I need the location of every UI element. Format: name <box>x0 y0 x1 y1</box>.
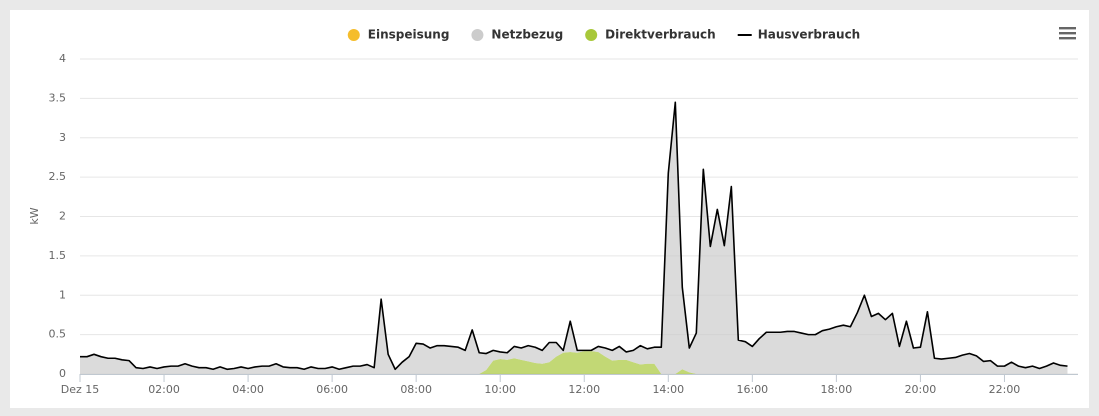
y-tick-label: 0.5 <box>49 328 67 341</box>
x-tick-label: 22:00 <box>989 383 1021 396</box>
y-tick-label: 2.5 <box>49 170 67 183</box>
legend-label: Einspeisung <box>368 28 450 42</box>
x-tick-label: 04:00 <box>232 383 264 396</box>
lines <box>80 101 1068 371</box>
menu-bar <box>1059 27 1076 30</box>
y-tick-label: 1.5 <box>49 249 67 262</box>
y-axis-label: kW <box>28 207 41 224</box>
legend-label: Netzbezug <box>491 28 563 42</box>
x-tick-label: 06:00 <box>316 383 348 396</box>
axes: 0 0.5 1 1.5 2 2.5 3 3.5 4 Dez 15 02:00 04:00 06:00 08… <box>49 52 1078 396</box>
line <box>80 101 1068 371</box>
menu-button[interactable] <box>1059 27 1076 40</box>
x-tick-label: 02:00 <box>148 383 180 396</box>
legend-label: Hausverbrauch <box>758 28 861 42</box>
y-tick-label: 3 <box>59 131 66 144</box>
legend-item[interactable]: Hausverbrauch <box>737 28 861 42</box>
y-tick-label: 3.5 <box>49 91 67 104</box>
x-tick-label: Dez 15 <box>61 383 100 396</box>
y-tick-label: 2 <box>59 210 66 223</box>
legend-symbol <box>585 29 598 41</box>
area <box>80 351 1068 374</box>
x-tick-label: 10:00 <box>484 383 516 396</box>
legend-symbol <box>347 29 360 41</box>
legend-symbol <box>471 29 484 41</box>
legend-item[interactable]: Netzbezug <box>471 28 563 42</box>
x-tick-label: 18:00 <box>821 383 853 396</box>
areas <box>80 102 1068 374</box>
legend-item[interactable]: Einspeisung <box>347 28 450 42</box>
menu-bar <box>1059 32 1076 35</box>
y-tick-label: 4 <box>59 52 66 65</box>
x-tick-label: 14:00 <box>652 383 684 396</box>
x-tick-label: 08:00 <box>400 383 432 396</box>
x-tick-label: 20:00 <box>905 383 937 396</box>
legend-label: Direktverbrauch <box>605 28 716 42</box>
legend-item[interactable]: Direktverbrauch <box>585 28 716 42</box>
legend: Einspeisung Netzbezug Direktverbrauch Hausv… <box>347 28 861 42</box>
x-tick-label: 16:00 <box>736 383 768 396</box>
x-tick-label: 12:00 <box>568 383 600 396</box>
y-tick-label: 0 <box>59 367 66 380</box>
menu-bar <box>1059 37 1076 40</box>
y-tick-label: 1 <box>59 288 66 301</box>
